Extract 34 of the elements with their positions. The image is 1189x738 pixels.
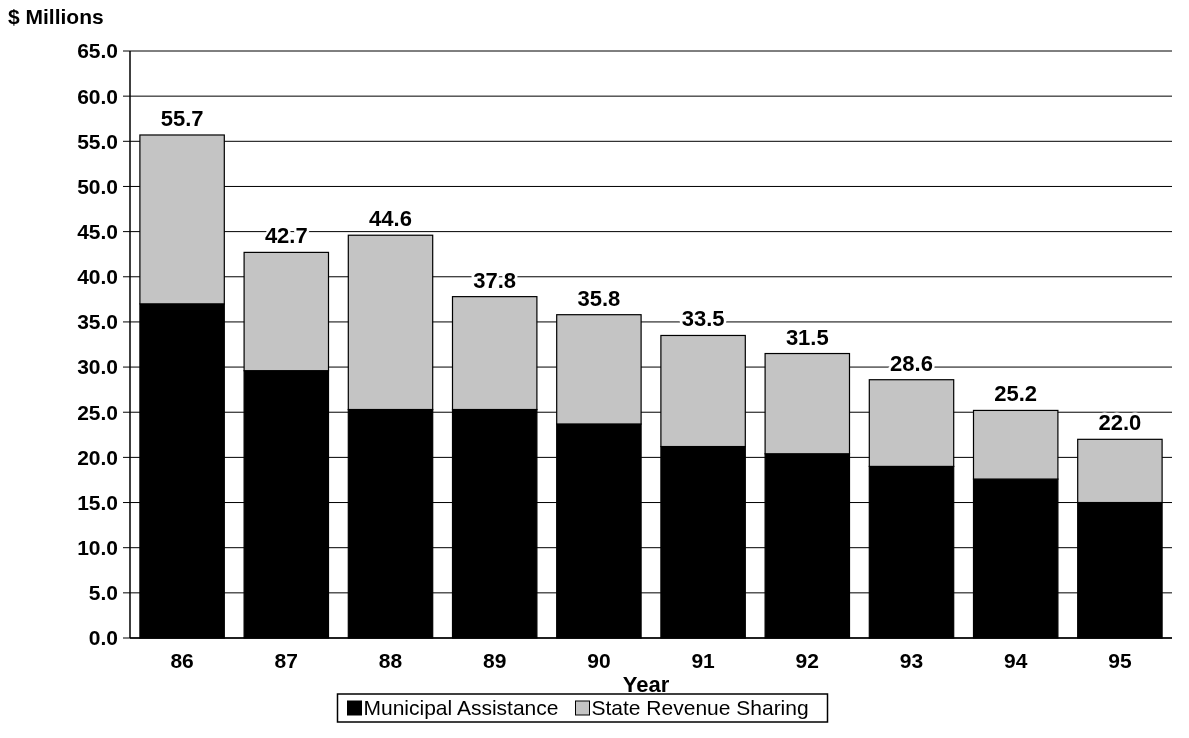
- x-tick-label: 90: [587, 649, 611, 672]
- y-tick-label: 55.0: [77, 129, 118, 153]
- total-label: 55.7: [160, 105, 204, 131]
- y-tick-label: 0.0: [88, 626, 118, 650]
- total-label: 25.2: [994, 381, 1038, 407]
- x-tick-label: 92: [795, 649, 819, 672]
- x-tick-label: 89: [483, 649, 507, 672]
- x-axis-title: Year: [622, 672, 670, 697]
- x-tick-label: 95: [1108, 649, 1132, 672]
- y-tick-label: 40.0: [77, 265, 118, 289]
- total-label: 35.8: [577, 285, 621, 311]
- legend-label: Municipal Assistance: [363, 696, 559, 720]
- y-tick-label: 15.0: [77, 490, 118, 514]
- x-tick-label: 93: [899, 649, 924, 672]
- y-tick-label: 20.0: [77, 445, 118, 469]
- legend-label: State Revenue Sharing: [591, 696, 809, 720]
- y-tick-label: 25.0: [77, 400, 118, 424]
- y-tick-label: 60.0: [77, 84, 118, 108]
- y-tick-label: 65.0: [77, 39, 118, 63]
- y-tick-label: 50.0: [77, 174, 118, 198]
- x-tick-label: 86: [170, 649, 194, 672]
- x-tick-label: 94: [1004, 649, 1028, 672]
- y-axis-title: $ Millions: [8, 5, 104, 28]
- total-label: 22.0: [1098, 410, 1142, 436]
- x-tick-label: 91: [691, 649, 716, 672]
- x-tick-label: 88: [378, 649, 403, 672]
- y-tick-label: 30.0: [77, 355, 118, 379]
- x-tick-label: 87: [274, 649, 298, 672]
- y-tick-label: 10.0: [77, 536, 118, 560]
- total-label: 44.6: [369, 206, 412, 232]
- y-tick-label: 45.0: [77, 219, 118, 243]
- y-tick-label: 35.0: [77, 310, 118, 334]
- total-label: 31.5: [785, 324, 829, 350]
- y-tick-label: 5.0: [88, 581, 118, 605]
